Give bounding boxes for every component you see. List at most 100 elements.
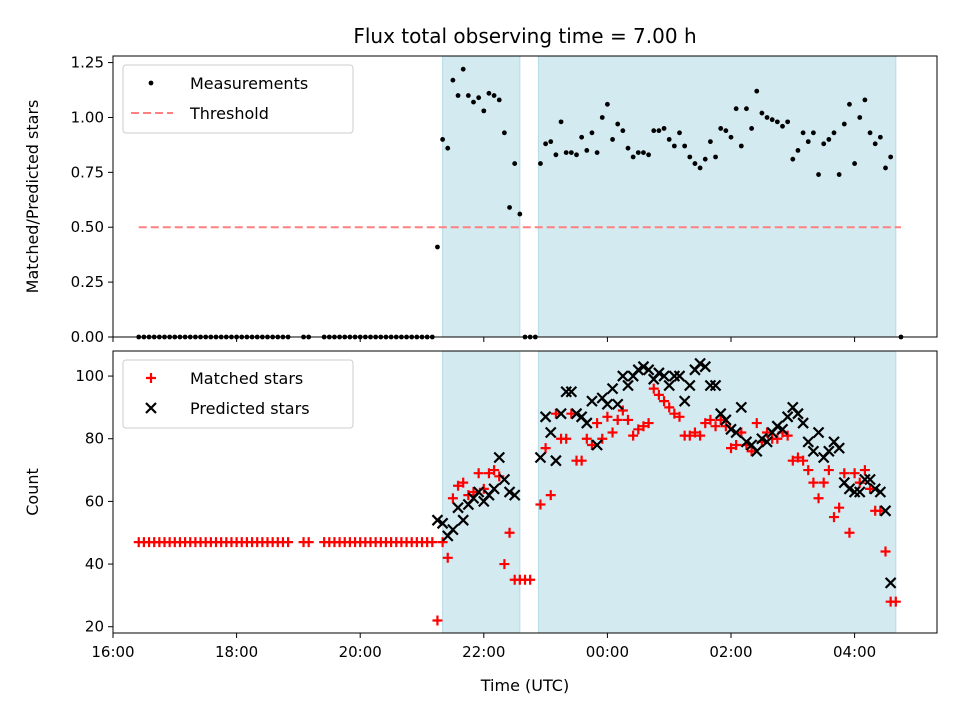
data-point bbox=[764, 115, 770, 120]
data-point bbox=[643, 418, 654, 429]
legend-marker bbox=[148, 80, 154, 86]
x-tick-label: 22:00 bbox=[462, 643, 505, 661]
data-point bbox=[570, 407, 583, 420]
data-point bbox=[872, 141, 878, 147]
plot-frame bbox=[112, 55, 938, 338]
data-point bbox=[555, 407, 567, 420]
data-point bbox=[503, 486, 516, 498]
data-point bbox=[431, 514, 444, 526]
data-point bbox=[612, 414, 623, 425]
data-point bbox=[811, 130, 816, 136]
data-point bbox=[797, 417, 809, 429]
data-point bbox=[723, 128, 729, 134]
data-point bbox=[888, 154, 894, 160]
data-point bbox=[617, 370, 629, 382]
data-point bbox=[836, 172, 842, 177]
data-point bbox=[705, 414, 716, 425]
data-point bbox=[489, 465, 500, 476]
data-point bbox=[481, 108, 487, 114]
data-point bbox=[617, 405, 628, 416]
data-point bbox=[661, 126, 667, 131]
data-point bbox=[450, 77, 456, 83]
data-point bbox=[540, 443, 551, 454]
data-point bbox=[632, 364, 645, 376]
data-point bbox=[736, 427, 747, 438]
data-point bbox=[692, 161, 698, 166]
data-point bbox=[437, 537, 448, 548]
data-point bbox=[874, 486, 887, 498]
highlight-span bbox=[442, 55, 521, 338]
y-tick-label: 0.25 bbox=[71, 273, 104, 291]
data-point bbox=[862, 97, 868, 103]
data-point bbox=[458, 477, 469, 488]
x-tick-label: 02:00 bbox=[709, 643, 752, 661]
data-point bbox=[843, 483, 856, 495]
data-point bbox=[669, 408, 680, 419]
data-point bbox=[611, 398, 624, 411]
data-point bbox=[715, 414, 726, 425]
data-point bbox=[785, 119, 791, 125]
data-point bbox=[826, 137, 832, 142]
data-point bbox=[586, 395, 598, 407]
data-point bbox=[471, 99, 476, 105]
x-tick-label: 16:00 bbox=[91, 643, 134, 661]
data-point bbox=[534, 451, 547, 464]
data-point bbox=[678, 395, 691, 407]
data-point bbox=[759, 110, 765, 116]
data-point bbox=[440, 137, 445, 142]
data-point bbox=[622, 379, 634, 392]
data-point bbox=[488, 483, 500, 495]
data-point bbox=[666, 137, 672, 142]
data-point bbox=[653, 389, 664, 400]
data-point bbox=[823, 465, 834, 476]
data-point bbox=[697, 165, 703, 171]
y-axis-label: Matched/Predicted stars bbox=[23, 100, 42, 294]
legend: Matched stars Predicted stars bbox=[122, 359, 354, 429]
data-point bbox=[303, 537, 314, 548]
highlight-span bbox=[442, 350, 521, 634]
data-point bbox=[702, 156, 708, 162]
data-point bbox=[543, 141, 548, 147]
data-point bbox=[663, 379, 675, 392]
data-point bbox=[447, 493, 458, 504]
data-point bbox=[465, 93, 471, 98]
data-point bbox=[841, 121, 847, 127]
data-point bbox=[735, 401, 748, 414]
data-point bbox=[635, 150, 641, 155]
data-point bbox=[795, 147, 801, 153]
highlight-span bbox=[537, 55, 897, 338]
data-point bbox=[538, 161, 543, 166]
legend: Measurements Threshold bbox=[122, 64, 354, 134]
data-point bbox=[550, 454, 562, 467]
data-point bbox=[746, 446, 757, 457]
data-point bbox=[574, 152, 579, 158]
data-point bbox=[776, 423, 789, 436]
data-point bbox=[642, 364, 655, 376]
data-point bbox=[864, 473, 876, 486]
data-point bbox=[728, 134, 734, 140]
data-point bbox=[630, 154, 636, 160]
data-point bbox=[605, 101, 610, 107]
data-point bbox=[659, 396, 670, 407]
data-point bbox=[740, 436, 753, 448]
data-point bbox=[493, 451, 506, 464]
data-point bbox=[751, 418, 762, 429]
data-point bbox=[445, 145, 451, 151]
data-point bbox=[628, 430, 639, 441]
data-point bbox=[610, 137, 615, 142]
data-point bbox=[656, 128, 662, 134]
data-point bbox=[586, 440, 597, 450]
data-point bbox=[435, 244, 440, 250]
data-point bbox=[601, 398, 614, 411]
data-point bbox=[568, 150, 574, 155]
data-point bbox=[733, 106, 739, 112]
data-point bbox=[857, 115, 863, 120]
data-point bbox=[749, 126, 754, 131]
data-point bbox=[790, 156, 796, 162]
data-point bbox=[859, 465, 870, 476]
data-point bbox=[890, 596, 901, 607]
data-point bbox=[483, 468, 494, 479]
data-point bbox=[606, 382, 619, 395]
data-point bbox=[427, 537, 438, 548]
